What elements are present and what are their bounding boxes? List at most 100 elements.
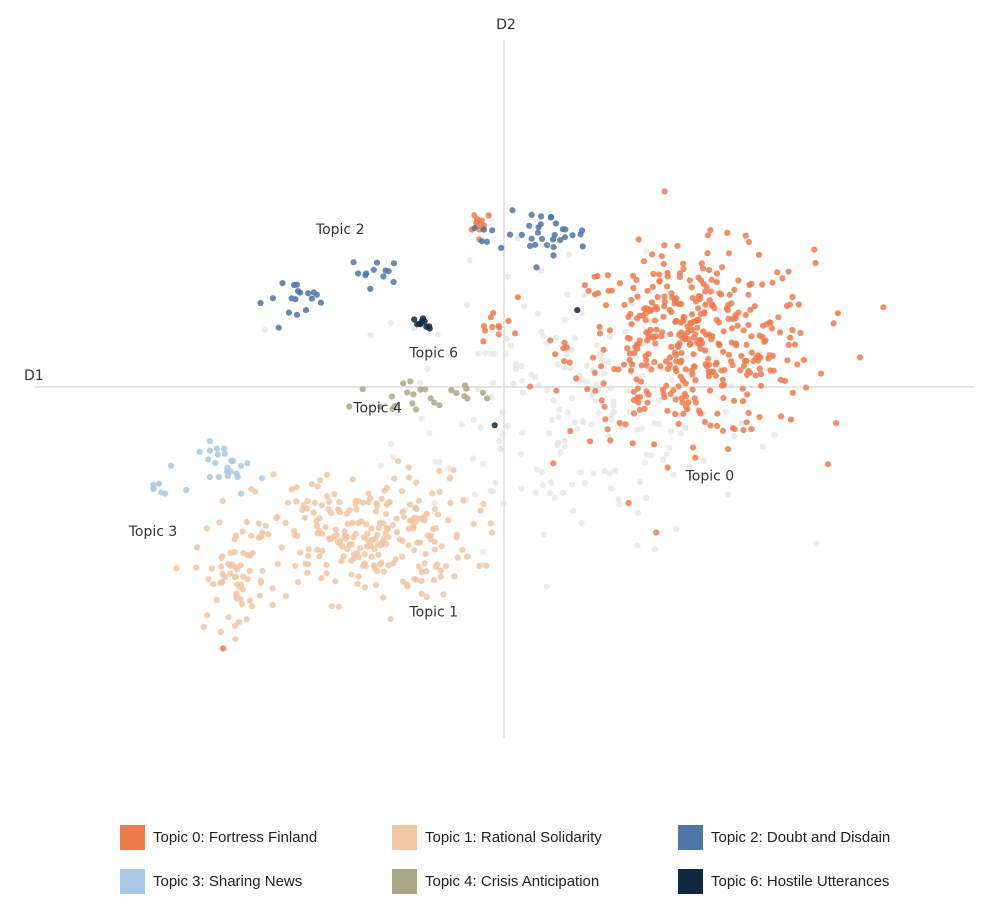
data-point (604, 426, 611, 433)
background-point (507, 342, 514, 349)
data-point (660, 260, 667, 268)
data-point (362, 562, 369, 569)
background-point (497, 445, 505, 452)
data-point (601, 403, 608, 410)
data-point (735, 277, 742, 284)
background-point (582, 479, 589, 486)
data-point (709, 302, 716, 309)
data-point (728, 358, 735, 365)
data-point (653, 305, 660, 312)
legend-item: Topic 3: Sharing News (120, 868, 302, 894)
background-point (261, 326, 268, 333)
data-point (756, 365, 763, 372)
background-point (424, 365, 431, 373)
background-point (519, 389, 527, 396)
data-point (676, 273, 684, 281)
data-point (668, 343, 675, 351)
data-point (430, 526, 437, 533)
data-point (257, 577, 264, 584)
data-point (648, 299, 656, 306)
data-point (630, 397, 638, 404)
data-point (714, 422, 721, 429)
data-point (682, 380, 689, 387)
background-point (716, 307, 723, 315)
background-point (759, 443, 766, 450)
topic-label: Topic 3 (128, 524, 178, 540)
data-point (344, 545, 351, 553)
data-point (448, 387, 455, 394)
data-point (418, 578, 425, 585)
background-point (489, 488, 496, 495)
series-0 (220, 188, 887, 652)
data-point (284, 499, 292, 506)
data-point (725, 250, 733, 257)
data-point (308, 295, 315, 302)
data-point (550, 252, 557, 259)
data-point (237, 462, 245, 469)
data-point (596, 323, 603, 330)
data-point (770, 367, 777, 374)
data-point (706, 387, 714, 394)
data-point (562, 226, 569, 233)
data-point (373, 508, 380, 515)
background-point (655, 420, 662, 428)
data-point (644, 337, 651, 344)
data-point (337, 537, 344, 544)
data-point (725, 446, 732, 453)
data-point (642, 310, 650, 317)
data-point (305, 552, 312, 560)
data-point (697, 277, 705, 284)
data-point (328, 603, 335, 610)
data-point (183, 486, 190, 494)
data-point (620, 361, 628, 368)
data-point (511, 330, 519, 337)
data-point (498, 244, 505, 251)
data-point (240, 573, 247, 580)
data-point (566, 359, 573, 366)
data-point (363, 521, 370, 528)
data-point (675, 420, 682, 428)
data-point (200, 623, 207, 631)
data-point (390, 260, 398, 267)
data-point (630, 284, 637, 292)
background-point (643, 248, 650, 255)
data-point (365, 537, 372, 544)
data-point (552, 351, 559, 358)
data-point (413, 479, 420, 486)
topic-label: Topic 2 (315, 222, 365, 238)
data-point (651, 441, 658, 448)
background-point (592, 397, 599, 405)
data-point (640, 258, 648, 265)
background-point (510, 380, 517, 387)
background-point (561, 316, 568, 323)
background-point (503, 335, 510, 342)
data-point (737, 367, 744, 374)
data-point (363, 543, 371, 550)
background-point (466, 257, 473, 264)
data-point (418, 568, 425, 576)
data-point (673, 295, 680, 302)
data-point (769, 279, 776, 286)
data-point (378, 559, 385, 566)
data-point (591, 369, 598, 376)
data-point (602, 416, 609, 423)
data-point (538, 213, 545, 220)
data-point (216, 519, 223, 526)
data-point (217, 579, 224, 586)
data-point (552, 220, 560, 227)
data-point (678, 329, 685, 336)
data-point (777, 376, 784, 383)
background-point (601, 467, 608, 475)
data-point (446, 475, 453, 482)
data-point (600, 380, 607, 387)
data-point (759, 334, 766, 341)
data-point (436, 468, 443, 475)
background-point (606, 333, 613, 340)
data-point (561, 358, 568, 365)
data-point (784, 357, 791, 364)
data-point (385, 562, 392, 569)
data-point (204, 612, 211, 619)
data-point (480, 338, 487, 345)
background-point (521, 303, 528, 310)
background-point (471, 491, 478, 498)
